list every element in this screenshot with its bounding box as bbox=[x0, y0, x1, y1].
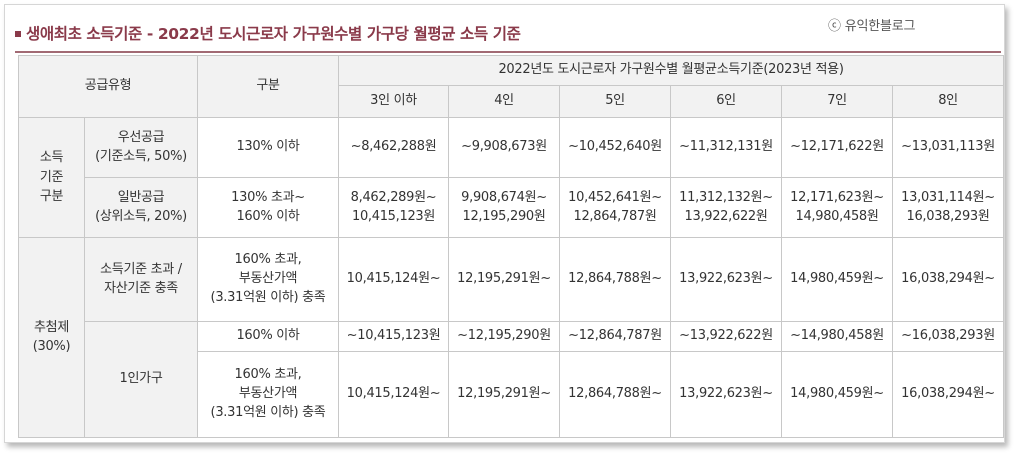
value-cell: ~13,031,113원 bbox=[892, 117, 1005, 178]
value-cell: ~13,922,622원 bbox=[670, 321, 783, 352]
value-cell: ~16,038,293원 bbox=[892, 321, 1005, 352]
header-household-size: 4인 bbox=[448, 85, 561, 118]
condition-cell: 160% 초과, 부동산가액 (3.31억원 이하) 충족 bbox=[197, 237, 340, 322]
header-household-size: 7인 bbox=[781, 85, 894, 118]
value-cell: 12,864,788원~ bbox=[559, 237, 672, 322]
value-cell: 10,452,641원~ 12,864,787원 bbox=[559, 177, 672, 238]
value-cell: 9,908,674원~ 12,195,290원 bbox=[448, 177, 561, 238]
header-household-size: 3인 이하 bbox=[338, 85, 450, 118]
table-row: 1인가구 160% 이하 ~10,415,123원 ~12,195,290원 ~… bbox=[19, 321, 1005, 438]
value-cell: 8,462,289원~ 10,415,123원 bbox=[338, 177, 450, 238]
value-cell: ~10,415,123원 bbox=[338, 321, 450, 352]
page-title: 생애최초 소득기준 - 2022년 도시근로자 가구원수별 가구당 월평균 소득… bbox=[26, 25, 521, 43]
supply-type-cell: 소득기준 초과 / 자산기준 충족 bbox=[83, 237, 199, 322]
table-row: 160% 초과, 부동산가액 (3.31억원 이하) 충족 10,415,124… bbox=[19, 351, 1005, 438]
condition-cell: 160% 이하 bbox=[197, 321, 340, 352]
value-cell: 10,415,124원~ bbox=[338, 237, 450, 322]
header-supply-type: 공급유형 bbox=[17, 55, 199, 118]
value-cell: 16,038,294원~ bbox=[892, 351, 1005, 438]
bullet-square-icon bbox=[15, 31, 21, 37]
value-cell: 16,038,294원~ bbox=[892, 237, 1005, 322]
value-cell: ~12,171,622원 bbox=[781, 117, 894, 178]
value-cell: ~14,980,458원 bbox=[781, 321, 894, 352]
value-cell: 10,415,124원~ bbox=[338, 351, 450, 438]
table-row: 추첨제 (30%) 소득기준 초과 / 자산기준 충족 160% 초과, 부동산… bbox=[18, 237, 1005, 438]
value-cell: 12,171,623원~ 14,980,458원 bbox=[781, 177, 894, 238]
header-group-title: 2022년도 도시근로자 가구원수별 월평균소득기준(2023년 적용) bbox=[338, 55, 1005, 86]
value-cell: ~12,864,787원 bbox=[559, 321, 672, 352]
supply-type-cell: 1인가구 bbox=[83, 321, 199, 438]
table-row: 소득 기준 구분 우선공급 (기준소득, 50%) 130% 이하 ~8,462… bbox=[18, 117, 1005, 238]
condition-cell: 130% 이하 bbox=[197, 117, 340, 178]
value-cell: 13,031,114원~ 16,038,293원 bbox=[892, 177, 1005, 238]
supply-type-cell: 일반공급 (상위소득, 20%) bbox=[83, 177, 199, 238]
header-household-size: 8인 bbox=[892, 85, 1005, 118]
title-divider bbox=[15, 51, 1001, 53]
watermark: ⓒ 유익한블로그 bbox=[828, 19, 916, 34]
value-cell: 13,922,623원~ bbox=[670, 351, 783, 438]
value-cell: ~9,908,673원 bbox=[448, 117, 561, 178]
condition-cell: 160% 초과, 부동산가액 (3.31억원 이하) 충족 bbox=[197, 351, 340, 438]
value-cell: 11,312,132원~ 13,922,622원 bbox=[670, 177, 783, 238]
value-cell: 12,195,291원~ bbox=[448, 237, 561, 322]
value-cell: ~12,195,290원 bbox=[448, 321, 561, 352]
value-cell: ~8,462,288원 bbox=[338, 117, 450, 178]
group-income-criteria: 소득 기준 구분 bbox=[18, 117, 85, 238]
group-lottery: 추첨제 (30%) bbox=[18, 237, 85, 438]
header-household-size: 5인 bbox=[559, 85, 672, 118]
value-cell: 12,195,291원~ bbox=[448, 351, 561, 438]
title-row: 생애최초 소득기준 - 2022년 도시근로자 가구원수별 가구당 월평균 소득… bbox=[15, 21, 521, 45]
value-cell: ~10,452,640원 bbox=[559, 117, 672, 178]
header-household-size: 6인 bbox=[670, 85, 783, 118]
value-cell: 14,980,459원~ bbox=[781, 237, 894, 322]
condition-cell: 130% 초과~ 160% 이하 bbox=[197, 177, 340, 238]
value-cell: 14,980,459원~ bbox=[781, 351, 894, 438]
document-frame: 생애최초 소득기준 - 2022년 도시근로자 가구원수별 가구당 월평균 소득… bbox=[4, 4, 1005, 443]
supply-type-cell: 우선공급 (기준소득, 50%) bbox=[83, 117, 199, 178]
value-cell: 13,922,623원~ bbox=[670, 237, 783, 322]
header-category: 구분 bbox=[197, 55, 340, 118]
table-row: 일반공급 (상위소득, 20%) 130% 초과~ 160% 이하 8,462,… bbox=[19, 177, 1005, 238]
value-cell: ~11,312,131원 bbox=[670, 117, 783, 178]
value-cell: 12,864,788원~ bbox=[559, 351, 672, 438]
income-criteria-table: 공급유형 구분 2022년도 도시근로자 가구원수별 월평균소득기준(2023년… bbox=[17, 55, 1005, 438]
